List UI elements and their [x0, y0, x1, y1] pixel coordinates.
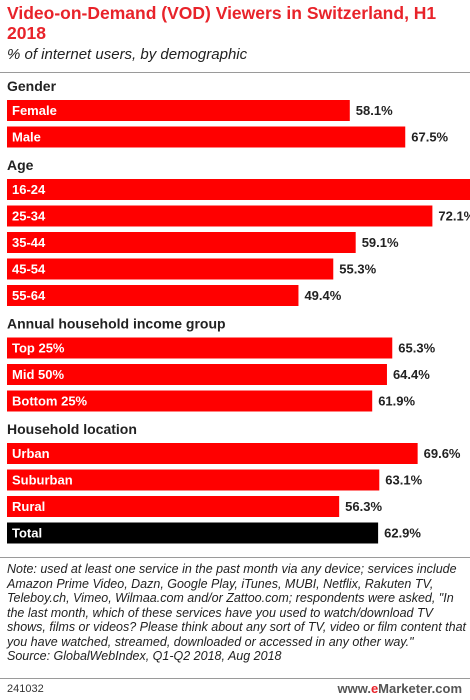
category-label-2-0: Top 25% — [12, 341, 65, 356]
category-label-3-1: Suburban — [12, 473, 73, 488]
bar-1-4 — [7, 285, 299, 306]
bar-0-0 — [7, 100, 350, 121]
bar-0-1 — [7, 126, 406, 148]
category-label-1-2: 35-44 — [12, 235, 46, 250]
chart-note: Note: used at least one service in the p… — [7, 562, 467, 664]
bar-chart: GenderFemale58.1%Male67.5%Age16-2478.8%2… — [7, 78, 470, 544]
value-label-3-1: 63.1% — [385, 473, 422, 488]
category-label-0-1: Male — [12, 130, 41, 145]
brand-e: e — [370, 681, 379, 696]
value-label-3-2: 56.3% — [345, 499, 382, 514]
group-heading-2: Annual household income group — [7, 316, 226, 332]
bar-1-1 — [7, 205, 433, 227]
value-label-1-4: 49.4% — [304, 288, 341, 303]
group-heading-1: Age — [7, 157, 34, 173]
group-heading-0: Gender — [7, 78, 57, 94]
value-label-0-0: 58.1% — [356, 103, 393, 118]
source-text: Source: GlobalWebIndex, Q1-Q2 2018, Aug … — [7, 649, 282, 663]
note-text: Note: used at least one service in the p… — [7, 562, 467, 649]
chart-id: 241032 — [7, 683, 44, 695]
category-label-1-4: 55-64 — [12, 288, 46, 303]
category-label-2-1: Mid 50% — [12, 367, 64, 382]
category-label-3-0: Urban — [12, 446, 50, 461]
category-label-2-2: Bottom 25% — [12, 394, 88, 409]
top-divider — [0, 72, 470, 73]
value-label-2-2: 61.9% — [378, 394, 415, 409]
category-label-0-0: Female — [12, 103, 57, 118]
value-label-2-1: 64.4% — [393, 367, 430, 382]
brand-name: Marketer — [378, 681, 432, 696]
value-label-1-1: 72.1% — [438, 209, 470, 224]
bar-2-0 — [7, 337, 393, 359]
category-label-3-2: Rural — [12, 499, 45, 514]
brand-prefix: www. — [337, 681, 371, 696]
category-label-1-3: 45-54 — [12, 262, 46, 277]
bar-total — [7, 522, 379, 544]
footer-divider — [0, 678, 470, 679]
category-label-total: Total — [12, 526, 42, 541]
value-label-0-1: 67.5% — [411, 130, 448, 145]
bar-3-1 — [7, 469, 380, 491]
value-label-3-0: 69.6% — [424, 446, 461, 461]
category-label-1-0: 16-24 — [12, 182, 46, 197]
bar-2-2 — [7, 390, 373, 412]
chart-subtitle: % of internet users, by demographic — [7, 46, 248, 63]
value-label-total: 62.9% — [384, 526, 421, 541]
bar-1-2 — [7, 232, 356, 253]
bar-1-0 — [7, 179, 470, 200]
bar-2-1 — [7, 364, 387, 385]
category-label-1-1: 25-34 — [12, 209, 46, 224]
bar-1-3 — [7, 258, 334, 280]
chart-title: Video-on-Demand (VOD) Viewers in Switzer… — [7, 3, 437, 43]
bar-3-2 — [7, 496, 340, 517]
emarketer-logo[interactable]: www.eMarketer.com — [337, 681, 462, 696]
value-label-2-0: 65.3% — [398, 341, 435, 356]
value-label-1-3: 55.3% — [339, 262, 376, 277]
value-label-1-2: 59.1% — [362, 235, 399, 250]
brand-suffix: .com — [431, 681, 462, 696]
group-heading-3: Household location — [7, 421, 137, 437]
bottom-divider — [0, 557, 470, 558]
bar-3-0 — [7, 443, 418, 464]
